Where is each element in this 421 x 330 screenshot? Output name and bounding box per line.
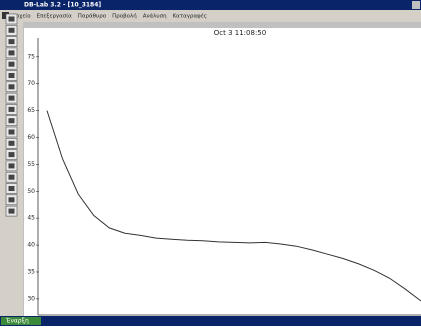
menu-item[interactable]: Επεξεργασία — [37, 13, 73, 20]
tool-glyph — [9, 17, 15, 22]
tool-glyph — [9, 39, 15, 44]
y-tick-label: 35 — [27, 268, 35, 275]
tool-glyph — [9, 28, 15, 33]
y-tick-label: 70 — [27, 80, 35, 87]
y-tick-label: 50 — [27, 188, 35, 195]
tool-glyph — [9, 186, 15, 191]
menu-item[interactable]: Παράθυρο — [78, 13, 107, 20]
screen: DB-Lab 3.2 - [10_3184] ΑρχείοΕπεξεργασία… — [0, 0, 421, 326]
taskbar — [0, 316, 421, 326]
tool-glyph — [9, 84, 15, 89]
tool-glyph — [9, 163, 15, 168]
y-tick-label: 45 — [27, 215, 35, 222]
chart-title: Oct 3 11:08:50 — [214, 29, 266, 37]
window-title: DB-Lab 3.2 - [10_3184] — [24, 2, 101, 9]
tool-glyph — [9, 62, 15, 67]
y-tick-label: 30 — [27, 295, 35, 302]
tool-glyph — [9, 152, 15, 157]
start-label[interactable]: Έναρξη — [5, 318, 29, 325]
menu-item[interactable]: Καταγραφές — [173, 13, 207, 20]
tool-glyph — [9, 175, 15, 180]
tool-glyph — [9, 118, 15, 123]
menu-item[interactable]: Προβολή — [112, 13, 137, 20]
tool-glyph — [9, 141, 15, 146]
tool-glyph — [9, 130, 15, 135]
y-tick-label: 65 — [27, 107, 35, 114]
tool-glyph — [9, 73, 15, 78]
menu-item[interactable]: Ανάλυση — [143, 13, 167, 20]
chart-area — [24, 28, 421, 316]
y-tick-label: 55 — [27, 161, 35, 168]
tool-glyph — [9, 96, 15, 101]
y-tick-label: 60 — [27, 134, 35, 141]
y-tick-label: 40 — [27, 242, 35, 249]
tool-glyph — [9, 197, 15, 202]
tool-glyph — [9, 107, 15, 112]
tool-glyph — [9, 209, 15, 214]
y-tick-label: 75 — [27, 53, 35, 60]
window-button[interactable] — [412, 1, 420, 9]
tool-glyph — [9, 50, 15, 55]
